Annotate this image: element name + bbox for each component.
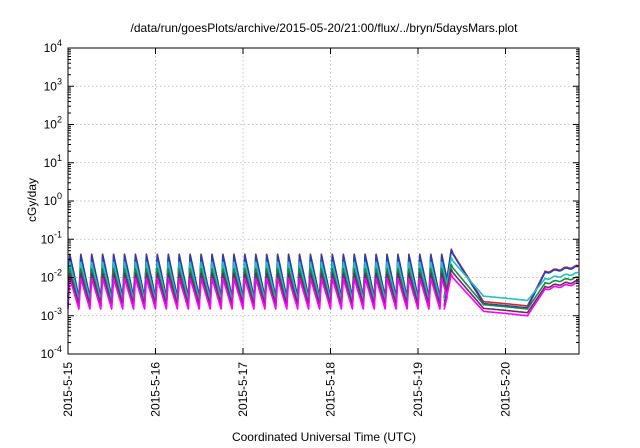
data-series-line	[67, 249, 579, 309]
x-tick-label: 2015-5-20	[499, 362, 513, 417]
x-tick-label: 2015-5-17	[236, 362, 250, 417]
y-tick-label: 10-1	[41, 229, 62, 246]
y-tick-label: 10-4	[41, 344, 62, 361]
chart-title: /data/run/goesPlots/archive/2015-05-20/2…	[131, 21, 519, 35]
data-series-line	[67, 273, 579, 317]
y-tick-label: 102	[44, 115, 62, 132]
grid-lines	[68, 48, 579, 354]
y-tick-label: 100	[44, 191, 62, 208]
y-tick-label: 10-2	[41, 268, 62, 285]
x-tick-label: 2015-5-19	[411, 362, 425, 417]
x-tick-label: 2015-5-15	[61, 362, 75, 417]
y-tick-label: 103	[44, 76, 62, 93]
y-tick-label: 101	[44, 153, 62, 170]
y-tick-label: 104	[44, 38, 62, 55]
data-series-line	[67, 256, 579, 302]
series-lines	[67, 248, 579, 317]
data-series-line	[67, 268, 579, 314]
data-series-line	[67, 263, 579, 310]
y-axis-label: cGy/day	[25, 178, 39, 222]
x-axis-label: Coordinated Universal Time (UTC)	[232, 430, 416, 444]
y-tick-label: 10-3	[41, 306, 62, 323]
axis-ticks: 10-4 10-3 10-2 10-1 100 101 102 103 104 2015-5-15…	[41, 38, 579, 417]
x-tick-label: 2015-5-18	[324, 362, 338, 417]
x-tick-label: 2015-5-16	[149, 362, 163, 417]
